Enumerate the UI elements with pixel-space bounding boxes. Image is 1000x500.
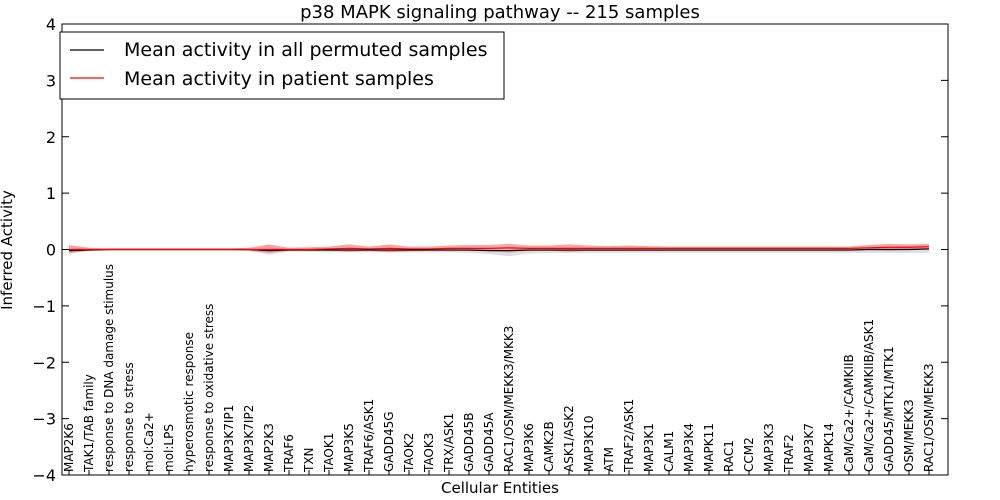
x-tick-label: mol:LPS [162, 424, 176, 472]
x-tick-label: hyperosmotic response [182, 332, 196, 472]
y-tick-label: 4 [46, 15, 56, 34]
x-tick-label: RAC1/OSM/MEKK3 [922, 363, 936, 472]
x-tick-label: TRAF6/ASK1 [362, 399, 376, 473]
y-tick-label: −4 [32, 466, 56, 485]
x-tick-label: CaM/Ca2+/CAMKIIB/ASK1 [862, 319, 876, 472]
x-tick-label: GADD45A [482, 412, 496, 472]
x-axis-label: Cellular Entities [441, 479, 559, 497]
legend-label-patient: Mean activity in patient samples [124, 68, 434, 90]
y-tick-label: −2 [32, 353, 56, 372]
y-axis-label: Inferred Activity [0, 190, 16, 310]
x-tick-label: MAPK11 [702, 423, 716, 472]
x-tick-label: response to oxidative stress [202, 304, 216, 472]
y-tick-label: 0 [46, 241, 56, 260]
series-line-patient [69, 246, 930, 251]
x-tick-label: TAOK2 [402, 433, 416, 473]
x-tick-label: TRAF2/ASK1 [622, 399, 636, 473]
x-tick-label: GADD45/MTK1/MTK1 [882, 346, 896, 472]
x-tick-label: TRAF2 [782, 434, 796, 473]
legend-label-permuted: Mean activity in all permuted samples [124, 39, 487, 61]
x-axis-ticks: MAP2K6 TAK1/TAB family response to DNA dam… [62, 264, 936, 475]
y-axis-ticks: −4 −3 −2 −1 0 1 2 3 4 [32, 15, 948, 485]
x-tick-label: MAP3K7 [802, 423, 816, 472]
x-tick-label: GADD45B [462, 413, 476, 473]
x-tick-label: GADD45G [382, 411, 396, 472]
x-tick-label: ASK1/ASK2 [562, 405, 576, 472]
x-tick-label: CALM1 [662, 431, 676, 472]
x-tick-label: MAP3K1 [642, 423, 656, 472]
x-tick-label: MAP2K6 [62, 423, 76, 472]
x-tick-label: TXN [302, 447, 316, 473]
x-tick-label: TAOK1 [322, 433, 336, 473]
x-tick-label: response to stress [122, 362, 136, 472]
x-tick-label: MAP3K3 [762, 423, 776, 472]
x-tick-label: MAP3K10 [582, 415, 596, 472]
x-tick-label: TAOK3 [422, 433, 436, 473]
x-tick-label: TRAF6 [282, 434, 296, 473]
x-tick-label: CCM2 [742, 437, 756, 472]
x-tick-label: MAP3K4 [682, 423, 696, 472]
y-tick-label: −1 [32, 297, 56, 316]
x-tick-label: MAP3K7IP2 [242, 405, 256, 472]
y-tick-label: 3 [46, 71, 56, 90]
x-tick-label: MAP3K5 [342, 423, 356, 472]
chart-title: p38 MAPK signaling pathway -- 215 sample… [300, 2, 700, 23]
y-tick-label: 2 [46, 128, 56, 147]
x-tick-label: ATM [602, 447, 616, 472]
x-tick-label: MAP3K6 [522, 423, 536, 472]
x-tick-label: response to DNA damage stimulus [102, 264, 116, 472]
x-tick-label: RAC1/OSM/MEKK3/MKK3 [502, 326, 516, 472]
x-tick-label: MAP2K3 [262, 423, 276, 472]
x-tick-label: mol:Ca2+ [142, 412, 156, 472]
y-tick-label: 1 [46, 184, 56, 203]
legend-box [59, 31, 505, 100]
x-tick-label: MAP3K7IP1 [222, 405, 236, 472]
x-tick-label: RAC1 [722, 440, 736, 472]
x-tick-label: MAPK14 [822, 423, 836, 472]
x-tick-label: CAMK2B [542, 421, 556, 472]
series-lines [68, 246, 930, 252]
x-tick-label: TAK1/TAB family [82, 374, 96, 473]
x-tick-label: CaM/Ca2+/CAMKIIB [842, 354, 856, 472]
y-tick-label: −3 [32, 410, 56, 429]
legend: Mean activity in all permuted samples Me… [59, 31, 505, 100]
x-tick-label: TRX/ASK1 [442, 413, 456, 473]
x-tick-label: OSM/MEKK3 [902, 399, 916, 472]
